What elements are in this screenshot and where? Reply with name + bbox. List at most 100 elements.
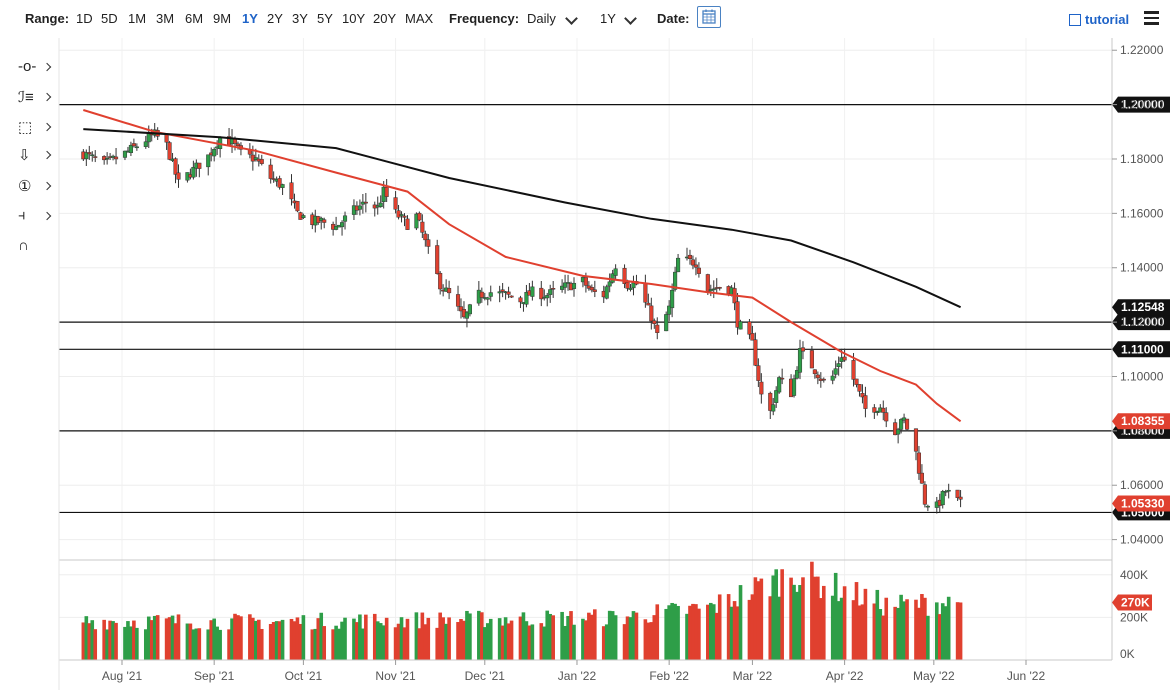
price-tick-label: 1.12000 <box>1120 315 1164 329</box>
candle-body <box>235 143 241 147</box>
range-6m-button[interactable]: 6M <box>185 11 204 26</box>
volume-grid <box>59 574 1112 618</box>
range-9m-button[interactable]: 9M <box>213 11 232 26</box>
volume-bar <box>105 629 109 660</box>
hamburger-menu-icon[interactable] <box>1144 11 1159 25</box>
volume-bar <box>132 620 136 660</box>
volume-bar <box>670 602 674 660</box>
range-3y-button[interactable]: 3Y <box>292 11 308 26</box>
magnet-tool[interactable]: ∩ <box>16 237 56 259</box>
candle <box>780 368 785 385</box>
candle <box>896 427 901 444</box>
candle-body <box>836 363 841 368</box>
range-20y-button[interactable]: 20Y <box>373 11 397 26</box>
range-1d-button[interactable]: 1D <box>76 11 93 26</box>
candle-body <box>268 164 273 179</box>
candle <box>943 489 948 497</box>
arrow-tool[interactable]: ⇩ <box>16 146 56 168</box>
candle <box>143 135 148 149</box>
range-1y-button[interactable]: 1Y <box>242 11 258 26</box>
tutorial-link[interactable]: tutorial <box>1085 12 1130 27</box>
volume-bar <box>230 618 234 660</box>
candle <box>815 371 820 385</box>
candle-body <box>402 215 407 218</box>
time-tick-label: Dec '21 <box>465 669 506 683</box>
volume-bar <box>268 623 273 660</box>
candle <box>643 274 648 308</box>
candle-body <box>212 149 217 157</box>
candle <box>176 164 181 188</box>
volume-bar <box>542 626 547 660</box>
candle <box>289 174 294 206</box>
measure-tool[interactable]: ⫞ <box>16 207 56 229</box>
volume-bar <box>926 615 930 660</box>
candle-body <box>122 150 128 158</box>
volume-bar <box>735 606 740 660</box>
candle <box>708 284 713 297</box>
candle <box>259 154 264 166</box>
volume-bar <box>863 588 868 660</box>
candle <box>607 273 612 293</box>
candle-body <box>884 412 889 422</box>
fibonacci-tool[interactable]: ℐ≡ <box>16 88 56 110</box>
volume-bar <box>123 626 127 660</box>
candle-body <box>114 156 119 160</box>
volume-bar <box>774 569 779 660</box>
candle-body <box>271 178 276 180</box>
candle-body <box>943 491 948 493</box>
candle <box>800 341 806 360</box>
volume-bar <box>149 620 154 660</box>
candle <box>913 428 919 461</box>
candle <box>167 141 172 161</box>
volume-bar <box>102 619 106 660</box>
candle-body <box>821 378 826 381</box>
candle <box>604 284 609 300</box>
range-1m-button[interactable]: 1M <box>128 11 147 26</box>
candle-body <box>455 294 461 307</box>
candle <box>360 193 365 214</box>
range-3m-button[interactable]: 3M <box>156 11 175 26</box>
candle <box>768 391 773 420</box>
volume-bar <box>173 623 178 660</box>
calendar-icon[interactable] <box>697 6 721 28</box>
volume-bar <box>485 623 490 660</box>
tutorial-icon[interactable] <box>1069 14 1081 26</box>
candle-body <box>708 289 713 292</box>
crosshair-tool[interactable]: -o- <box>16 58 56 80</box>
candle <box>646 293 651 306</box>
volume-bar <box>509 620 514 660</box>
range-max-button[interactable]: MAX <box>405 11 434 26</box>
volume-bar <box>84 616 89 660</box>
candle-body <box>548 289 553 295</box>
volume-bar <box>563 625 567 660</box>
candle-body <box>780 377 785 380</box>
number-marker-tool[interactable]: ① <box>16 177 56 199</box>
range-10y-button[interactable]: 10Y <box>342 11 366 26</box>
volume-bar <box>738 585 743 660</box>
volume-bar <box>500 625 505 660</box>
period-select[interactable]: 1Y <box>600 11 616 26</box>
range-5d-button[interactable]: 5D <box>101 11 118 26</box>
candle <box>571 277 577 297</box>
range-5y-button[interactable]: 5Y <box>317 11 333 26</box>
candle-body <box>940 491 945 506</box>
volume-bar <box>839 597 844 660</box>
candle-body <box>87 152 92 155</box>
frequency-select[interactable]: Daily <box>527 11 556 26</box>
candle-body <box>860 393 865 398</box>
volume-bar <box>896 607 900 660</box>
volume-bar <box>215 626 219 660</box>
rectangle-tool[interactable]: ⬚ <box>16 118 56 140</box>
candle <box>423 230 428 247</box>
volume-bar <box>706 604 710 660</box>
candle-body <box>613 268 618 276</box>
candle-body <box>652 320 657 325</box>
candle-body <box>322 219 327 223</box>
candle-body <box>735 301 740 328</box>
range-2y-button[interactable]: 2Y <box>267 11 283 26</box>
candle-body <box>747 321 752 335</box>
volume-bar <box>456 622 460 660</box>
candle <box>905 418 910 432</box>
volume-bar <box>114 622 118 660</box>
